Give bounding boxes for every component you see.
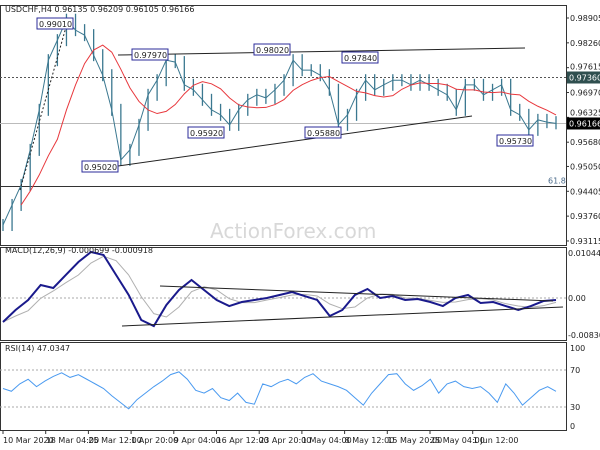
macd-tick: 0.00: [568, 294, 586, 303]
price-tick: 0.97615: [570, 62, 600, 71]
price-annotation: 0.97840: [344, 54, 377, 63]
x-label: 9 Apr 04:00: [174, 436, 221, 445]
macd-upper-trendline: [159, 285, 554, 302]
fib-label: 61.8: [548, 176, 566, 185]
main-title: USDCHF,H4 0.96135 0.96209 0.96105 0.9616…: [5, 5, 194, 14]
macd-title: MACD(12,26,9) -0.000699 -0.000918: [5, 246, 153, 255]
main-panel: [0, 5, 567, 246]
rsi-tick: 0: [570, 422, 575, 431]
price-annotation: 0.99010: [39, 20, 72, 29]
macd-lower-trendline: [121, 306, 564, 327]
current-price-badge: [567, 117, 600, 130]
price-annotation: 0.97970: [134, 51, 167, 60]
macd-tick: 0.010442: [568, 249, 600, 258]
price-annotation-box: [131, 48, 169, 61]
macd-panel: [0, 247, 567, 341]
price-annotation-box: [341, 51, 379, 64]
price-tick: 0.95680: [570, 138, 600, 147]
price-annotation-box: [81, 160, 119, 173]
current-price-label: 0.96166: [569, 119, 600, 128]
price-tick: 0.96325: [570, 108, 600, 117]
price-annotation-box: [496, 134, 534, 147]
watermark: ActionForex.com: [210, 219, 376, 243]
macd-signal-line: [2, 255, 557, 323]
price-tick: 0.98905: [570, 14, 600, 23]
x-label: 1 Jun 12:00: [473, 436, 519, 445]
rsi-tick: 30: [570, 403, 580, 412]
x-label: 18 Mar 04:00: [46, 436, 99, 445]
price-tick: 0.94405: [570, 187, 600, 196]
rsi-tick: 100: [570, 344, 585, 353]
macd-tick: -0.008306: [568, 331, 600, 340]
price-annotation: 0.95020: [84, 163, 117, 172]
rsi-panel: [0, 342, 567, 431]
x-label: 15 May 20:00: [387, 436, 442, 445]
price-tick: 0.95050: [570, 162, 600, 171]
price-annotation-box: [36, 17, 74, 30]
price-tick: 0.98260: [570, 39, 600, 48]
level-badge: [567, 71, 600, 84]
price-annotation: 0.95880: [307, 129, 340, 138]
x-label: 1 Apr 20:00: [131, 436, 178, 445]
dotted-trendline: [19, 19, 69, 191]
price-annotation: 0.95730: [499, 137, 532, 146]
rsi-line: [2, 371, 557, 410]
price-annotation: 0.98020: [256, 46, 289, 55]
level-label: 0.97360: [569, 73, 600, 82]
rsi-tick: 70: [570, 366, 580, 375]
support-trendline: [117, 115, 473, 167]
price-tick: 0.96970: [570, 89, 600, 98]
x-label: 25 Mar 12:00: [88, 436, 141, 445]
rsi-title: RSI(14) 47.0347: [5, 344, 70, 353]
x-label: 1 May 04:00: [302, 436, 352, 445]
price-tick: 0.93115: [570, 237, 600, 246]
price-annotation-box: [187, 126, 225, 139]
x-label: 16 Apr 12:00: [217, 436, 269, 445]
x-label: 10 Mar 2020: [3, 436, 54, 445]
x-label: 8 May 12:00: [345, 436, 395, 445]
x-label: 25 May 04:00: [430, 436, 485, 445]
price-annotation-box: [304, 126, 342, 139]
macd-line: [2, 250, 557, 328]
price-annotation-box: [253, 43, 291, 56]
x-label: 23 Apr 20:00: [259, 436, 311, 445]
moving-average-line: [20, 44, 557, 206]
price-annotation: 0.95920: [190, 129, 223, 138]
resistance-trendline: [117, 47, 526, 56]
price-line: [2, 18, 557, 226]
price-tick: 0.93760: [570, 212, 600, 221]
